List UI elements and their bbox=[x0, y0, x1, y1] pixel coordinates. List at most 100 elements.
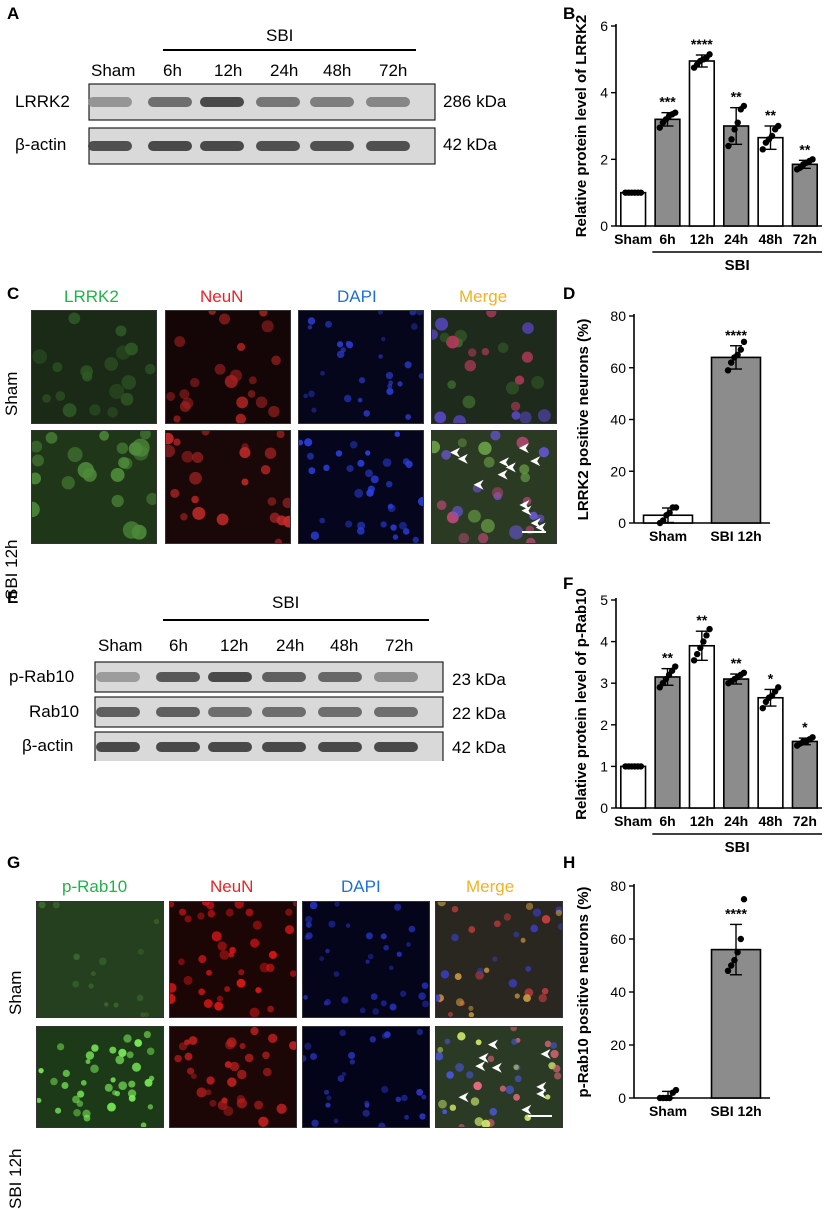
cell bbox=[304, 1042, 312, 1050]
y-tick-label: 20 bbox=[610, 1037, 626, 1053]
cell bbox=[57, 1043, 65, 1051]
protein-label: β-actin bbox=[15, 135, 67, 154]
cell bbox=[61, 1082, 69, 1090]
cell bbox=[408, 925, 416, 933]
cell bbox=[499, 1085, 507, 1092]
arrowhead-icon bbox=[450, 447, 461, 458]
cell bbox=[98, 957, 107, 966]
cell bbox=[252, 920, 262, 930]
lane-label: 12h bbox=[220, 636, 249, 655]
cell bbox=[520, 472, 531, 483]
data-point bbox=[724, 367, 732, 374]
cell bbox=[451, 933, 459, 942]
micrograph-tile bbox=[302, 1026, 430, 1128]
cell bbox=[144, 1078, 153, 1087]
cell bbox=[388, 965, 394, 971]
cell bbox=[89, 404, 101, 416]
bar bbox=[620, 765, 647, 809]
cell bbox=[118, 1081, 128, 1090]
data-point bbox=[740, 669, 748, 676]
arrowhead-icon bbox=[487, 1039, 498, 1050]
blot-band bbox=[318, 672, 362, 682]
cell bbox=[365, 959, 370, 964]
cell bbox=[365, 450, 371, 456]
cell bbox=[466, 1071, 474, 1079]
blot-band bbox=[148, 141, 192, 151]
cell bbox=[510, 1027, 517, 1032]
blot-band bbox=[366, 141, 410, 151]
cell bbox=[467, 509, 481, 523]
cell bbox=[483, 456, 495, 468]
channel-label: p-Rab10 bbox=[62, 877, 128, 896]
bar bbox=[654, 676, 681, 809]
cell bbox=[401, 1094, 408, 1102]
cell bbox=[73, 1108, 81, 1117]
y-tick-label: 80 bbox=[610, 878, 626, 894]
cell bbox=[402, 458, 410, 465]
cell bbox=[336, 341, 344, 348]
cell bbox=[349, 1059, 356, 1065]
cell bbox=[255, 987, 262, 994]
micrograph-background bbox=[436, 1027, 562, 1127]
cell bbox=[267, 1005, 274, 1013]
data-point bbox=[728, 136, 735, 143]
x-tick-label: SBI 12h bbox=[710, 528, 761, 544]
cell bbox=[385, 371, 394, 380]
bar bbox=[620, 191, 647, 227]
micrograph-tile bbox=[165, 430, 291, 544]
cell bbox=[178, 908, 187, 916]
protein-label: Rab10 bbox=[29, 702, 80, 721]
y-axis-label: Relative protein level of LRRK2 bbox=[573, 15, 590, 238]
cell bbox=[359, 1007, 366, 1014]
cell bbox=[448, 1011, 453, 1017]
x-tick-label: 48h bbox=[758, 813, 782, 829]
cell bbox=[216, 513, 229, 526]
micrograph-image bbox=[303, 902, 429, 1017]
cell bbox=[550, 1041, 558, 1049]
arrowhead-icon bbox=[505, 462, 516, 473]
cell bbox=[325, 948, 330, 954]
cell bbox=[109, 1046, 117, 1054]
cell bbox=[343, 394, 352, 403]
cell bbox=[214, 1001, 224, 1011]
cell bbox=[552, 1064, 561, 1073]
lane-label: 72h bbox=[385, 636, 414, 655]
cell bbox=[378, 1122, 386, 1127]
cell bbox=[406, 942, 411, 947]
data-point bbox=[731, 957, 738, 964]
cell bbox=[38, 1067, 44, 1074]
cell bbox=[404, 1114, 409, 1120]
cell bbox=[417, 497, 423, 506]
cell bbox=[37, 1097, 42, 1104]
cell bbox=[432, 329, 438, 340]
cell bbox=[446, 335, 460, 349]
data-point bbox=[666, 1094, 673, 1102]
cell bbox=[446, 1071, 454, 1079]
micrograph-tile bbox=[165, 310, 291, 424]
cell bbox=[217, 941, 227, 951]
cell bbox=[514, 375, 525, 385]
x-tick-label: 72h bbox=[793, 813, 817, 829]
cell bbox=[310, 531, 320, 540]
cell bbox=[268, 950, 277, 959]
channel-label: DAPI bbox=[341, 877, 381, 896]
cell bbox=[249, 1007, 260, 1017]
y-tick-label: 20 bbox=[610, 463, 626, 479]
cell bbox=[190, 377, 200, 388]
lane-label: 24h bbox=[270, 61, 299, 80]
cell bbox=[437, 902, 446, 907]
cell bbox=[107, 1102, 116, 1112]
group-label: SBI bbox=[725, 839, 750, 856]
blot-band bbox=[208, 672, 252, 682]
cell bbox=[250, 938, 260, 948]
cell bbox=[383, 944, 389, 951]
panel-label-h: H bbox=[563, 853, 576, 872]
cell bbox=[211, 931, 222, 942]
data-point bbox=[725, 142, 732, 150]
blot-band bbox=[156, 672, 200, 682]
cell bbox=[481, 1119, 491, 1127]
cell bbox=[197, 912, 205, 920]
kda-label: 42 kDa bbox=[443, 135, 497, 154]
cell bbox=[225, 908, 234, 917]
cell bbox=[513, 931, 520, 938]
